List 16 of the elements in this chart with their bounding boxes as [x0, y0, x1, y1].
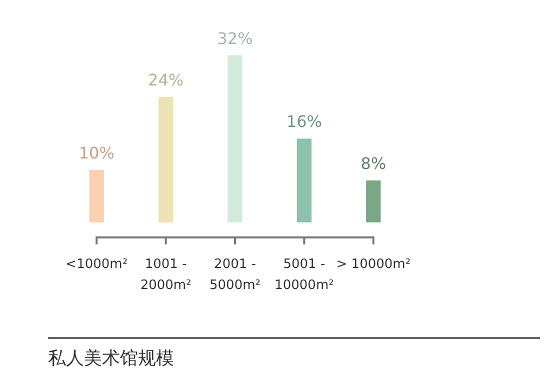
x-tick-label: > 10000m²: [336, 257, 411, 272]
x-tick-label: 1001 - 2000m²: [140, 257, 192, 293]
bar: [366, 180, 381, 222]
data-label: 16%: [286, 112, 322, 132]
x-tick-label: 5001 - 10000m²: [274, 257, 334, 293]
data-label: 24%: [148, 70, 184, 90]
x-tick-label: <1000m²: [66, 257, 128, 272]
x-tick-label: 2001 - 5000m²: [210, 257, 260, 293]
bar: [228, 55, 242, 222]
bar: [89, 170, 104, 222]
bar: [158, 96, 174, 222]
bar: [296, 138, 312, 222]
data-label: 10%: [78, 143, 114, 162]
data-label: 32%: [217, 28, 253, 48]
data-label: 8%: [360, 154, 386, 173]
text: 私人美术馆规模: [48, 347, 174, 370]
